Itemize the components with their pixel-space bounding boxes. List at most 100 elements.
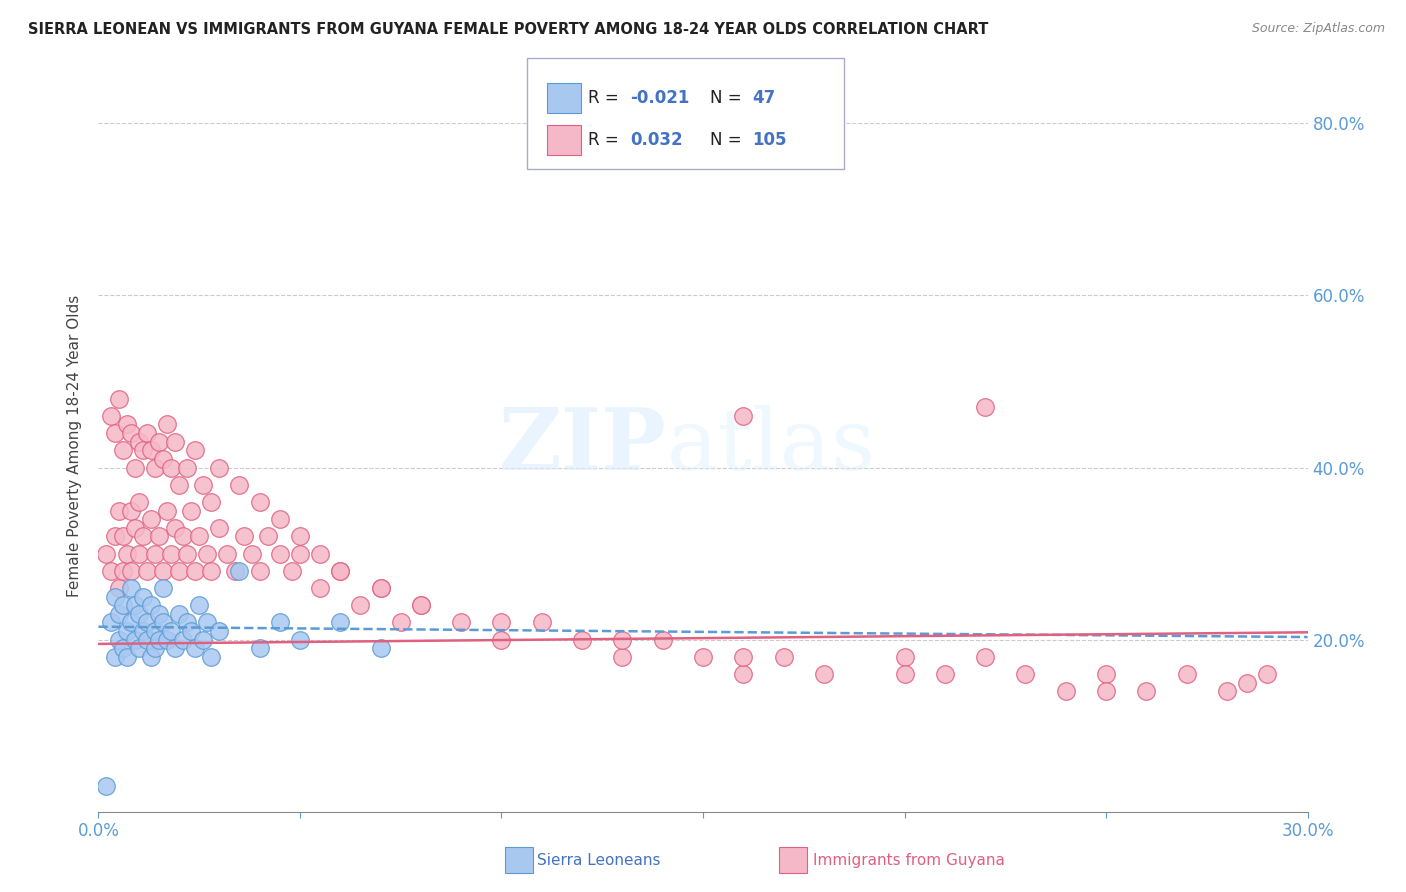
Point <box>208 460 231 475</box>
Y-axis label: Female Poverty Among 18-24 Year Olds: Female Poverty Among 18-24 Year Olds <box>67 295 83 597</box>
Text: atlas: atlas <box>666 404 876 488</box>
Point <box>200 649 222 664</box>
Point <box>281 564 304 578</box>
Point <box>240 547 263 561</box>
Point <box>156 503 179 517</box>
Point <box>974 401 997 415</box>
Point <box>409 598 432 612</box>
Point <box>232 529 254 543</box>
Point <box>167 477 190 491</box>
Point <box>1095 684 1118 698</box>
Point <box>184 443 207 458</box>
Point <box>107 503 129 517</box>
Point <box>148 607 170 621</box>
Point <box>128 495 150 509</box>
Text: 47: 47 <box>752 89 776 107</box>
Text: -0.021: -0.021 <box>630 89 689 107</box>
Point <box>974 649 997 664</box>
Point <box>772 649 794 664</box>
Point <box>124 632 146 647</box>
Point <box>249 641 271 656</box>
Point <box>132 590 155 604</box>
Point <box>269 512 291 526</box>
Point <box>172 529 194 543</box>
Point <box>1014 667 1036 681</box>
Point <box>370 581 392 595</box>
Point <box>100 409 122 423</box>
Point <box>156 632 179 647</box>
Point <box>152 451 174 466</box>
Point <box>1095 667 1118 681</box>
Point <box>152 615 174 630</box>
Text: Immigrants from Guyana: Immigrants from Guyana <box>813 854 1004 868</box>
Point <box>163 641 186 656</box>
Point <box>152 581 174 595</box>
Text: 105: 105 <box>752 131 787 149</box>
Text: SIERRA LEONEAN VS IMMIGRANTS FROM GUYANA FEMALE POVERTY AMONG 18-24 YEAR OLDS CO: SIERRA LEONEAN VS IMMIGRANTS FROM GUYANA… <box>28 22 988 37</box>
Point <box>389 615 412 630</box>
Point <box>103 529 125 543</box>
Point <box>139 512 162 526</box>
Point <box>409 598 432 612</box>
Point <box>612 632 634 647</box>
Point <box>309 581 332 595</box>
Text: Source: ZipAtlas.com: Source: ZipAtlas.com <box>1251 22 1385 36</box>
Point <box>111 564 134 578</box>
Point <box>180 503 202 517</box>
Point <box>135 615 157 630</box>
Point <box>100 615 122 630</box>
Point <box>115 624 138 638</box>
Point <box>176 615 198 630</box>
Point <box>217 547 239 561</box>
Point <box>651 632 673 647</box>
Point <box>124 521 146 535</box>
Point <box>139 443 162 458</box>
Point <box>100 564 122 578</box>
Point <box>167 607 190 621</box>
Point <box>208 624 231 638</box>
Text: N =: N = <box>710 89 747 107</box>
Point <box>1175 667 1198 681</box>
Point <box>148 632 170 647</box>
Point <box>176 547 198 561</box>
Point <box>135 426 157 441</box>
Point <box>256 529 278 543</box>
Point <box>115 547 138 561</box>
Text: R =: R = <box>588 89 624 107</box>
Point <box>107 632 129 647</box>
Point <box>193 477 215 491</box>
Point <box>228 564 250 578</box>
Point <box>152 564 174 578</box>
Point <box>370 641 392 656</box>
Point <box>1256 667 1278 681</box>
Point <box>1054 684 1077 698</box>
Point <box>184 564 207 578</box>
Text: 0.032: 0.032 <box>630 131 682 149</box>
Point <box>188 598 211 612</box>
Point <box>228 477 250 491</box>
Point <box>160 547 183 561</box>
Point <box>124 460 146 475</box>
Point <box>115 417 138 432</box>
Point <box>115 649 138 664</box>
Point <box>370 581 392 595</box>
Point <box>329 564 352 578</box>
Point <box>491 632 513 647</box>
Point <box>195 547 218 561</box>
Point <box>184 641 207 656</box>
Point <box>450 615 472 630</box>
Point <box>180 624 202 638</box>
Point <box>288 632 311 647</box>
Point <box>1216 684 1239 698</box>
Point <box>103 426 125 441</box>
Point <box>176 460 198 475</box>
Point <box>143 624 166 638</box>
Point <box>111 598 134 612</box>
Point <box>288 547 311 561</box>
Point <box>128 641 150 656</box>
Point <box>148 529 170 543</box>
Point <box>249 564 271 578</box>
Point <box>200 495 222 509</box>
Point <box>120 503 142 517</box>
Point <box>163 521 186 535</box>
